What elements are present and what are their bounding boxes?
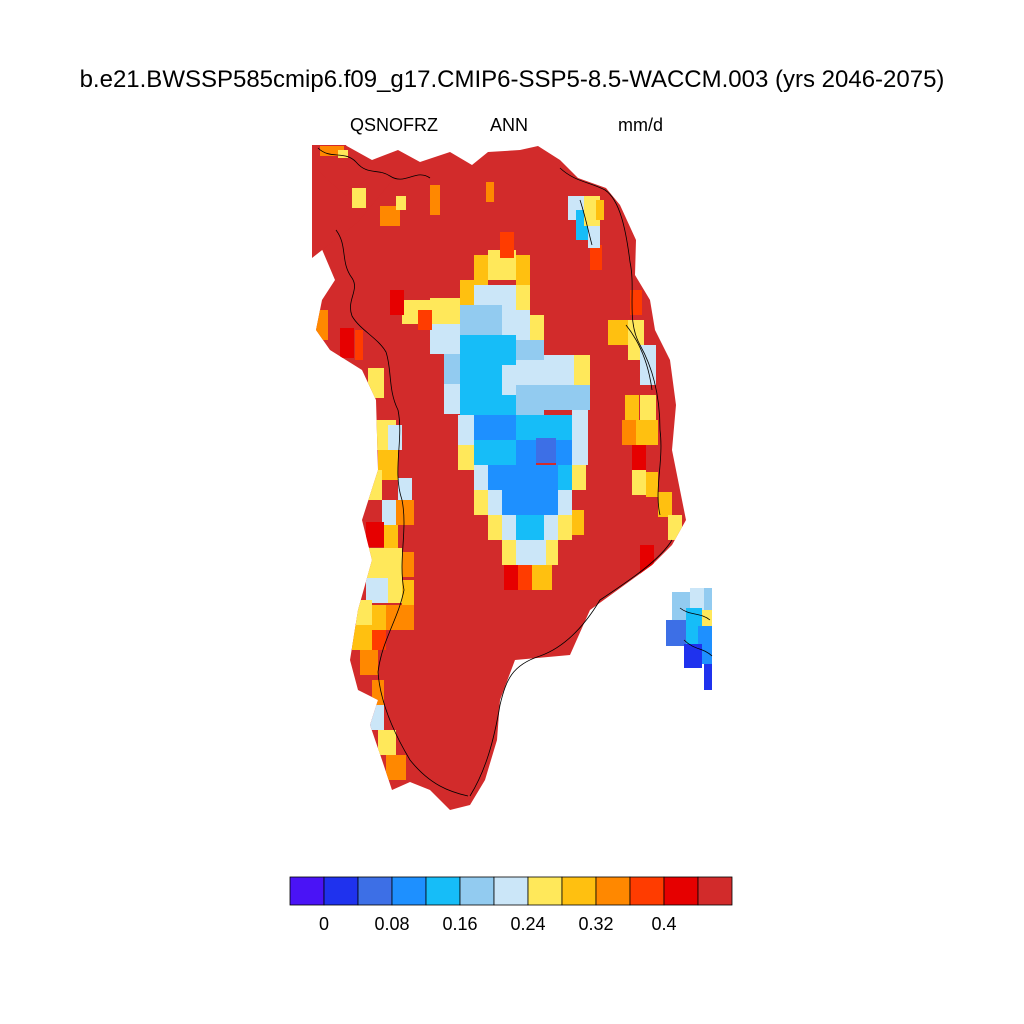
colorbar-labels: 0 0.08 0.16 0.24 0.32 0.4 [319, 914, 677, 934]
colorbar-tick-label: 0 [319, 914, 329, 934]
colorbar-tick-label: 0.4 [651, 914, 676, 934]
colorbar-box [357, 876, 393, 906]
colorbar-box [697, 876, 733, 906]
colorbar-tick-label: 0.32 [578, 914, 613, 934]
colorbar-box [323, 876, 359, 906]
colorbar-tick-label: 0.16 [442, 914, 477, 934]
colorbar-box [391, 876, 427, 906]
coastal-field [316, 245, 682, 780]
colorbar-box [493, 876, 529, 906]
colorbar-box [561, 876, 597, 906]
colorbar-box [425, 876, 461, 906]
season-label: ANN [490, 115, 529, 135]
colorbar-boxes [289, 876, 733, 906]
colorbar-box [527, 876, 563, 906]
units-label: mm/d [618, 115, 663, 135]
colorbar-box [663, 876, 699, 906]
interior-field [402, 182, 590, 590]
colorbar-box [595, 876, 631, 906]
plot-title: b.e21.BWSSP585cmip6.f09_g17.CMIP6-SSP5-8… [79, 66, 945, 93]
coastline [317, 147, 713, 797]
variable-label: QSNOFRZ [350, 115, 438, 135]
colorbar-tick-label: 0.08 [374, 914, 409, 934]
colorbar-tick-label: 0.24 [510, 914, 545, 934]
colorbar-box [289, 876, 325, 906]
colorbar-box [459, 876, 495, 906]
colorbar-box [629, 876, 665, 906]
